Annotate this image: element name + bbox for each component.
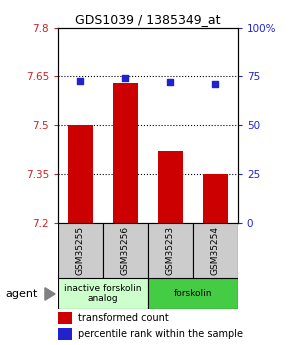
Bar [148, 223, 193, 278]
Bar [103, 223, 148, 278]
Point [123, 75, 128, 81]
Bar [113, 83, 138, 223]
Bar [68, 125, 93, 223]
Text: transformed count: transformed count [78, 313, 169, 323]
Text: inactive forskolin
analog: inactive forskolin analog [64, 284, 142, 303]
Bar [203, 174, 228, 223]
Text: percentile rank within the sample: percentile rank within the sample [78, 329, 243, 339]
Bar [193, 223, 238, 278]
Text: GSM35256: GSM35256 [121, 226, 130, 275]
Text: forskolin: forskolin [174, 289, 212, 298]
Bar [58, 312, 72, 324]
Bar [58, 278, 148, 309]
Text: agent: agent [6, 289, 38, 299]
Text: GSM35253: GSM35253 [166, 226, 175, 275]
Point [213, 81, 218, 87]
Point [78, 78, 83, 83]
Text: GSM35255: GSM35255 [76, 226, 85, 275]
Bar [148, 278, 238, 309]
Point [168, 79, 173, 85]
Text: GSM35254: GSM35254 [211, 226, 220, 275]
Bar [58, 223, 103, 278]
Title: GDS1039 / 1385349_at: GDS1039 / 1385349_at [75, 13, 221, 27]
Bar [58, 327, 72, 340]
Bar [158, 151, 183, 223]
